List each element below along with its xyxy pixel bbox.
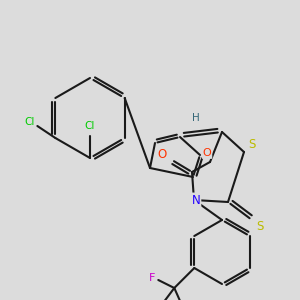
Text: H: H	[192, 113, 200, 123]
Text: N: N	[192, 194, 200, 206]
Text: S: S	[256, 220, 264, 232]
Text: F: F	[149, 273, 155, 283]
Text: Cl: Cl	[24, 117, 34, 127]
Text: O: O	[202, 148, 211, 158]
Text: S: S	[248, 139, 256, 152]
Text: Cl: Cl	[85, 121, 95, 131]
Text: O: O	[158, 148, 166, 160]
